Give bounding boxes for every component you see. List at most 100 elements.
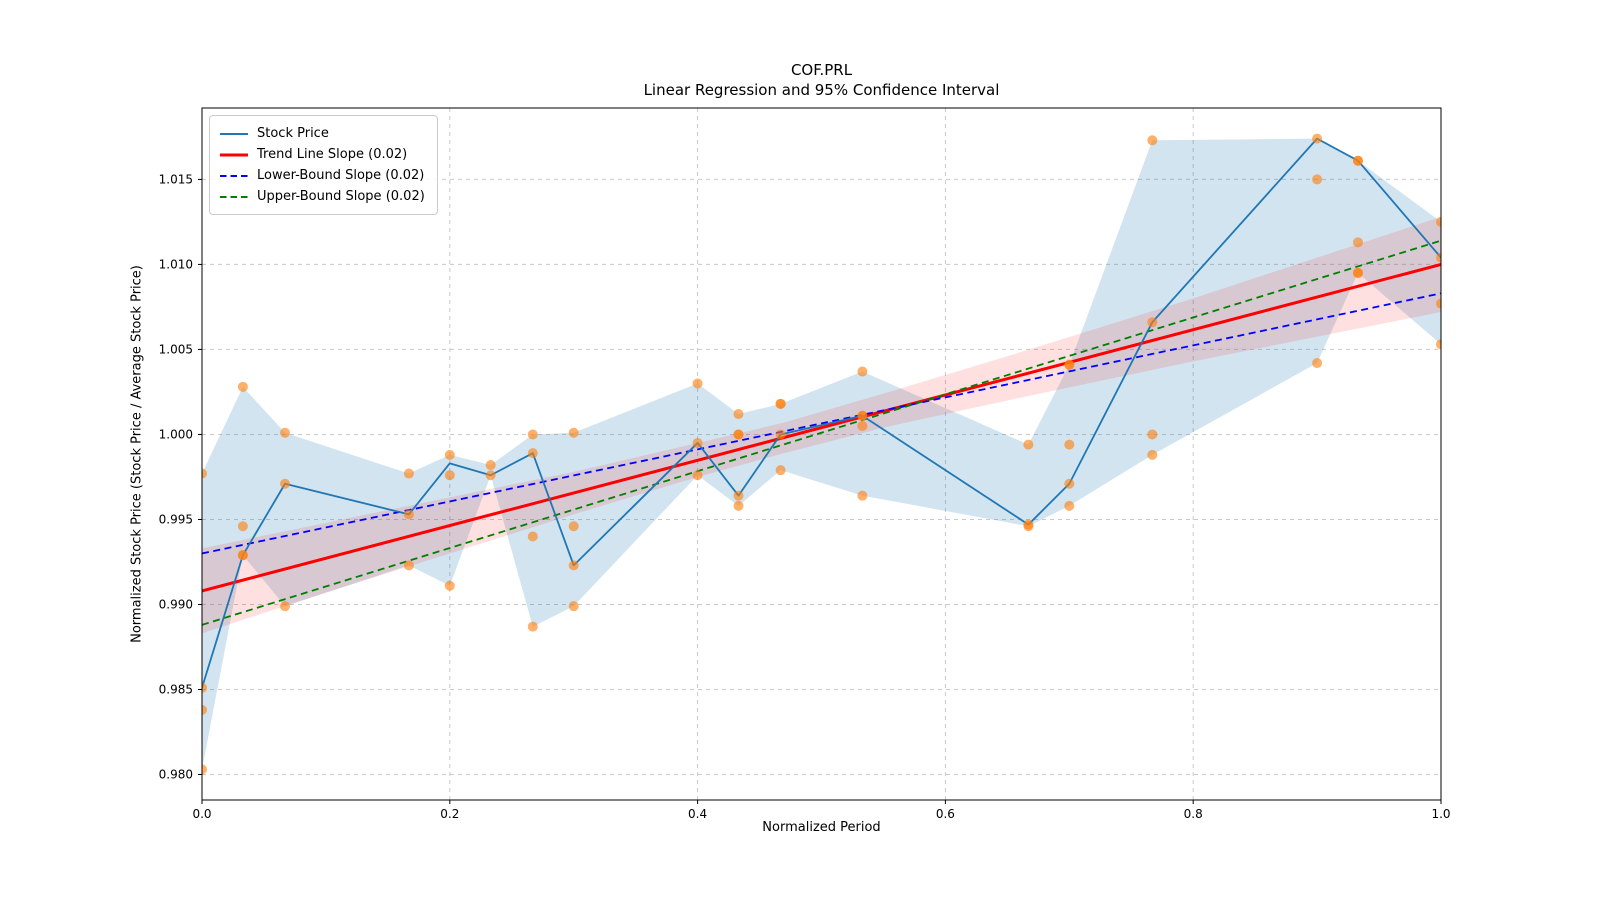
trend-line: [202, 262, 1441, 593]
scatter-point: [485, 460, 496, 471]
stock-price-minmax-band: [202, 138, 1441, 770]
legend-item-label: Stock Price: [257, 126, 329, 141]
y-tick-label: 0.985: [159, 682, 193, 696]
scatter-point: [444, 449, 455, 460]
scatter-point: [1147, 135, 1158, 146]
scatter-point: [403, 560, 414, 571]
y-tick-label: 1.015: [159, 172, 193, 186]
scatter-point: [775, 398, 786, 409]
scatter-point: [527, 531, 538, 542]
scatter-point: [1147, 317, 1158, 328]
legend-item: Lower-Bound Slope (0.02): [220, 165, 425, 186]
scatter-point: [237, 550, 248, 561]
tick-marks: [198, 178, 1442, 804]
scatter-point: [237, 521, 248, 532]
scatter-points: [202, 133, 1441, 775]
scatter-point: [527, 429, 538, 440]
lower-bound-line: [202, 292, 1441, 555]
x-axis-label: Normalized Period: [762, 820, 881, 835]
scatter-point: [1147, 449, 1158, 460]
legend-line-sample: [220, 174, 248, 177]
scatter-point: [1352, 237, 1363, 248]
scatter-point: [527, 621, 538, 632]
scatter-point: [775, 465, 786, 476]
y-tick-label: 0.980: [159, 767, 193, 781]
tick-labels: 0.0 0.2 0.4 0.6 0.8 1.0 0.980 0.985 0.990 0.995 1.…: [159, 172, 1451, 821]
legend-line-sample: [220, 153, 248, 156]
scatter-point: [568, 601, 579, 612]
scatter-point: [1147, 429, 1158, 440]
scatter-point: [1064, 439, 1075, 450]
scatter-point: [444, 580, 455, 591]
legend-item-label: Upper-Bound Slope (0.02): [257, 189, 425, 204]
scatter-point: [1436, 298, 1441, 309]
scatter-point: [733, 429, 744, 440]
stock-price-line: [202, 137, 1441, 689]
y-tick-label: 1.010: [159, 257, 193, 271]
plot-border: [201, 107, 1442, 801]
scatter-point: [733, 490, 744, 501]
scatter-point: [237, 381, 248, 392]
scatter-point: [1023, 439, 1034, 450]
upper-bound-line: [202, 239, 1441, 626]
scatter-point: [403, 468, 414, 479]
scatter-point: [444, 470, 455, 481]
scatter-point: [857, 410, 868, 421]
scatter-point: [857, 490, 868, 501]
x-tick-label: 0.0: [192, 807, 211, 821]
scatter-point: [733, 409, 744, 420]
x-tick-label: 1.0: [1431, 807, 1450, 821]
y-tick-label: 1.000: [159, 427, 193, 441]
legend-item-label: Lower-Bound Slope (0.02): [257, 168, 425, 183]
scatter-point: [403, 509, 414, 520]
scatter-point: [1436, 339, 1441, 350]
scatter-point: [692, 378, 703, 389]
scatter-point: [485, 470, 496, 481]
y-tick-label: 0.990: [159, 597, 193, 611]
y-axis-label: Normalized Stock Price (Stock Price / Av…: [129, 265, 145, 643]
scatter-point: [1064, 359, 1075, 370]
legend-item: Stock Price: [220, 123, 425, 144]
scatter-point: [857, 420, 868, 431]
scatter-point: [1436, 216, 1441, 227]
scatter-point: [1352, 267, 1363, 278]
y-tick-label: 0.995: [159, 512, 193, 526]
scatter-point: [1312, 174, 1323, 185]
legend-line-sample: [220, 132, 248, 135]
chart-title: COF.PRL: [790, 61, 853, 79]
chart-title-block: COF.PRL Linear Regression and 95% Confid…: [202, 60, 1441, 100]
legend-item: Trend Line Slope (0.02): [220, 144, 425, 165]
y-tick-label: 1.005: [159, 342, 193, 356]
x-tick-label: 0.8: [1184, 807, 1203, 821]
scatter-point: [1352, 155, 1363, 166]
scatter-point: [568, 427, 579, 438]
scatter-point: [733, 500, 744, 511]
scatter-point: [775, 429, 786, 440]
chart-subtitle: Linear Regression and 95% Confidence Int…: [643, 81, 1000, 99]
legend: Stock Price Trend Line Slope (0.02) Lower-…: [209, 115, 438, 215]
scatter-point: [1023, 521, 1034, 532]
x-tick-label: 0.6: [936, 807, 955, 821]
scatter-point: [280, 601, 291, 612]
legend-line-sample: [220, 195, 248, 198]
legend-item: Upper-Bound Slope (0.02): [220, 186, 425, 207]
scatter-point: [568, 521, 579, 532]
x-tick-label: 0.2: [440, 807, 459, 821]
scatter-point: [1312, 358, 1323, 369]
scatter-point: [1436, 252, 1441, 263]
scatter-point: [1064, 500, 1075, 511]
scatter-point: [202, 764, 207, 775]
scatter-point: [857, 366, 868, 377]
scatter-point: [280, 427, 291, 438]
scatter-point: [202, 468, 207, 479]
scatter-point: [202, 682, 207, 693]
x-tick-label: 0.4: [688, 807, 707, 821]
scatter-point: [202, 704, 207, 715]
scatter-point: [1064, 478, 1075, 489]
scatter-point: [692, 470, 703, 481]
scatter-point: [1312, 133, 1323, 144]
scatter-point: [692, 437, 703, 448]
scatter-point: [280, 478, 291, 489]
scatter-point: [568, 560, 579, 571]
